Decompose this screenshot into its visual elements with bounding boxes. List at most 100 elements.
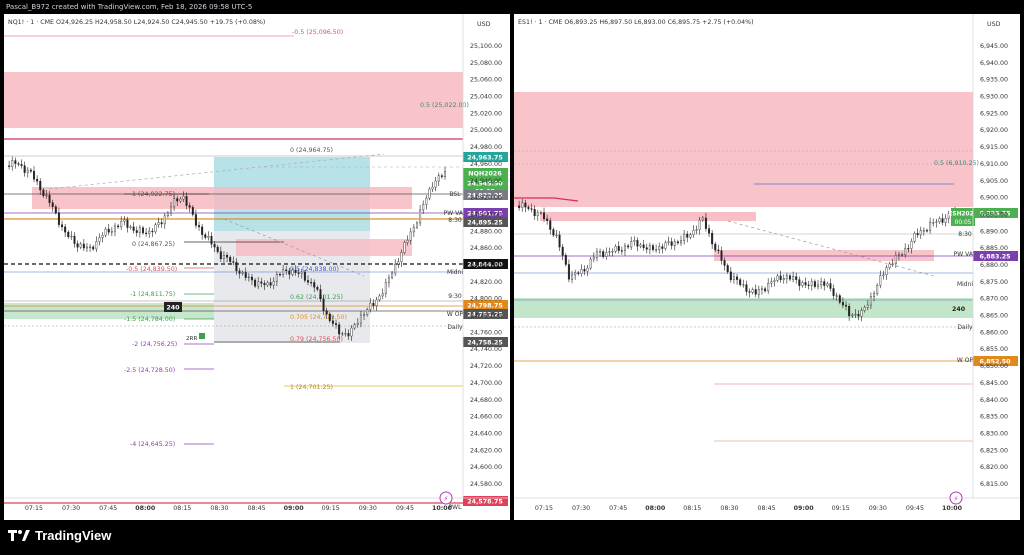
candle-body	[770, 281, 773, 284]
candle-body	[788, 275, 791, 280]
candle-body	[194, 214, 197, 226]
supply-zone-top	[4, 72, 463, 128]
price-tick-label: 6,835.00	[980, 414, 1008, 421]
candle-body	[67, 231, 70, 238]
price-tag-bg	[463, 208, 508, 218]
marker-2rr: 2RR	[186, 336, 197, 342]
trend-line	[48, 153, 385, 190]
candle-body	[639, 244, 642, 247]
nq-chart[interactable]: -0.5 (25,096.50) 0.5 (25,022.00) 0 (24,964…	[4, 14, 510, 520]
candle-body	[82, 243, 85, 249]
time-tick-label: 07:45	[99, 505, 117, 512]
time-tick-label: 09:00	[794, 505, 815, 512]
candle-body	[929, 222, 932, 231]
nq-candles	[8, 156, 447, 342]
price-tick-label: 24,700.00	[470, 380, 502, 387]
candle-body	[571, 274, 574, 280]
marker-240-bg	[164, 302, 182, 312]
lightning-icon[interactable]	[439, 491, 453, 505]
fib-level-label: 0.705 (24,779.50)	[290, 314, 347, 321]
es-chart-panel[interactable]: 0.5 (6,910.25) 8:30 PW VAL Midni Daily W OP ES…	[514, 14, 1020, 520]
price-tag-bg	[973, 208, 1018, 218]
candle-body	[636, 240, 639, 247]
fib-level-label: -1 (24,811.75)	[130, 291, 175, 298]
candle-body	[313, 282, 316, 288]
candle-body	[527, 206, 530, 209]
candle-body	[863, 307, 866, 311]
candle-body	[120, 221, 123, 228]
lightning-icon[interactable]	[949, 491, 963, 505]
fib-level-label: 0.5 (24,838.00)	[290, 266, 339, 273]
candle-body	[592, 257, 595, 260]
supply-zone-small	[236, 239, 412, 256]
price-tick-label: 25,000.00	[470, 127, 502, 134]
candle-body	[219, 251, 222, 260]
candle-body	[444, 171, 447, 177]
candle-body	[157, 222, 160, 225]
candle-body	[795, 276, 798, 280]
time-tick-label: 09:45	[396, 505, 414, 512]
candle-body	[810, 281, 813, 286]
candle-body	[801, 282, 804, 286]
candle-body	[655, 249, 658, 251]
es-chart[interactable]: 0.5 (6,910.25) 8:30 PW VAL Midni Daily W OP ES…	[514, 14, 1020, 520]
candle-body	[347, 333, 350, 337]
candle-body	[857, 313, 860, 317]
candle-body	[820, 281, 823, 286]
time-tick-label: 08:15	[173, 505, 191, 512]
candle-body	[670, 241, 673, 246]
candle-body	[947, 213, 950, 219]
candle-body	[188, 205, 191, 208]
candle-body	[110, 230, 113, 233]
candle-body	[440, 175, 443, 177]
candle-body	[664, 242, 667, 249]
candle-body	[170, 206, 173, 214]
candle-body	[817, 284, 820, 287]
marker-240: 240	[166, 305, 180, 312]
candle-body	[552, 229, 555, 236]
candle-body	[272, 280, 275, 286]
candle-body	[888, 263, 891, 268]
price-tag-bg	[463, 152, 508, 162]
level-tag-label: BSL	[449, 191, 461, 198]
price-tag-bg	[973, 356, 1018, 366]
candle-body	[384, 282, 387, 294]
candle-body	[944, 218, 947, 223]
candle-body	[48, 194, 51, 203]
price-tick-label: 24,900.00	[470, 211, 502, 218]
marker-240: 240	[952, 306, 966, 313]
nq-chart-panel[interactable]: -0.5 (25,096.50) 0.5 (25,022.00) 0 (24,964…	[4, 14, 510, 520]
candle-body	[916, 233, 919, 236]
price-tick-label: 24,860.00	[470, 245, 502, 252]
price-tick-label: 24,940.00	[470, 178, 502, 185]
candle-body	[154, 224, 157, 233]
candle-body	[319, 289, 322, 300]
candle-body	[583, 269, 586, 272]
candle-body	[437, 175, 440, 182]
candle-body	[885, 267, 888, 276]
candle-body	[860, 310, 863, 317]
candle-body	[123, 219, 126, 222]
price-tick-label: 6,865.00	[980, 313, 1008, 320]
level-tag-label: W OP	[957, 357, 974, 364]
candle-body	[751, 289, 754, 293]
price-tag: 6,852.50	[979, 358, 1011, 365]
candle-body	[247, 276, 250, 279]
candle-body	[182, 196, 185, 200]
candle-body	[415, 222, 418, 228]
candle-body	[341, 333, 344, 335]
candle-body	[275, 274, 278, 282]
candle-body	[353, 324, 356, 329]
candle-body	[73, 235, 76, 244]
candle-body	[238, 270, 241, 274]
candle-body	[586, 267, 589, 272]
tradingview-logo[interactable]: TradingView	[8, 528, 111, 543]
price-tick-label: 24,720.00	[470, 363, 502, 370]
candle-body	[782, 278, 785, 280]
candle-body	[257, 281, 260, 287]
red-stub-line	[553, 197, 579, 202]
ohlc-legend: NQ1! · 1 · CME O24,926.25 H24,958.50 L24…	[8, 19, 265, 26]
price-tag: 24,901.75	[467, 210, 502, 217]
candle-body	[250, 276, 253, 281]
candle-body	[767, 283, 770, 292]
